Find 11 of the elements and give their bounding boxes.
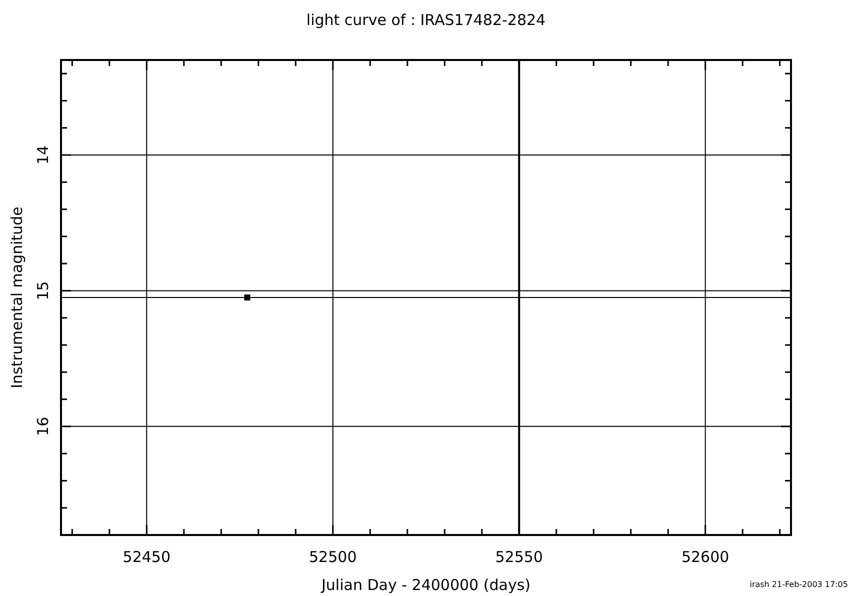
x-tick-label: 52500 [309, 548, 357, 566]
y-tick-label: 14 [34, 145, 52, 165]
x-tick-label: 52550 [495, 548, 543, 566]
y-axis-title: Instrumental magnitude [8, 206, 26, 388]
x-tick-label: 52450 [122, 548, 171, 566]
x-tick-label: 52600 [681, 548, 730, 566]
y-tick-label: 15 [34, 281, 52, 300]
chart-title: light curve of : IRAS17482-2824 [306, 11, 546, 29]
x-axis-title: Julian Day - 2400000 (days) [320, 576, 530, 594]
text: irash 21-Feb-2003 17:05 [750, 580, 848, 589]
y-tick-label: 16 [34, 416, 52, 436]
